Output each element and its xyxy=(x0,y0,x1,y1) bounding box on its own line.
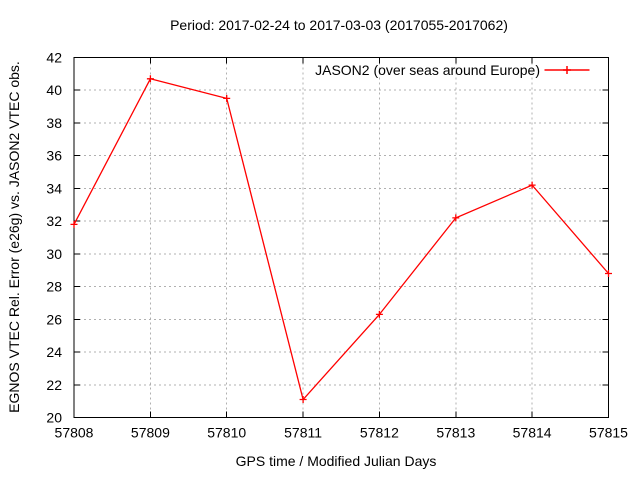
x-tick-label: 57814 xyxy=(513,425,552,441)
x-tick-label: 57809 xyxy=(131,425,170,441)
x-tick-label: 57815 xyxy=(589,425,628,441)
x-tick-label: 57808 xyxy=(55,425,94,441)
data-point-marker xyxy=(375,310,383,318)
y-tick-label: 36 xyxy=(46,148,62,164)
x-tick-label: 57810 xyxy=(207,425,246,441)
y-tick-label: 32 xyxy=(46,213,62,229)
legend-sample-marker xyxy=(563,66,571,74)
y-tick-label: 34 xyxy=(46,180,62,196)
y-tick-label: 26 xyxy=(46,311,62,327)
y-tick-label: 30 xyxy=(46,246,62,262)
legend: JASON2 (over seas around Europe) xyxy=(315,62,590,78)
y-tick-label: 20 xyxy=(46,410,62,426)
x-tick-label: 57813 xyxy=(436,425,475,441)
data-point-marker xyxy=(146,75,154,83)
y-tick-label: 22 xyxy=(46,377,62,393)
legend-line-sample-icon xyxy=(544,66,590,74)
x-axis-label: GPS time / Modified Julian Days xyxy=(235,453,437,469)
y-axis-label: EGNOS VTEC Rel. Error (e26g) vs. JASON2 … xyxy=(6,61,22,413)
y-tick-label: 28 xyxy=(46,279,62,295)
y-tick-label: 40 xyxy=(46,82,62,98)
y-tick-label: 24 xyxy=(46,344,62,360)
legend-label: JASON2 (over seas around Europe) xyxy=(315,62,540,78)
chart-title: Period: 2017-02-24 to 2017-03-03 (201705… xyxy=(170,17,508,33)
data-point-marker xyxy=(223,94,231,102)
data-point-marker xyxy=(452,214,460,222)
data-line xyxy=(73,78,609,401)
data-point-marker xyxy=(605,270,612,277)
y-tick-label: 38 xyxy=(46,115,62,131)
data-point-marker xyxy=(528,181,536,189)
plot-border xyxy=(73,57,609,418)
data-point-marker xyxy=(70,220,78,228)
data-point-marker xyxy=(299,396,307,403)
x-tick-label: 57812 xyxy=(360,425,399,441)
x-tick-label: 57811 xyxy=(284,425,322,441)
y-tick-label: 42 xyxy=(46,50,62,66)
